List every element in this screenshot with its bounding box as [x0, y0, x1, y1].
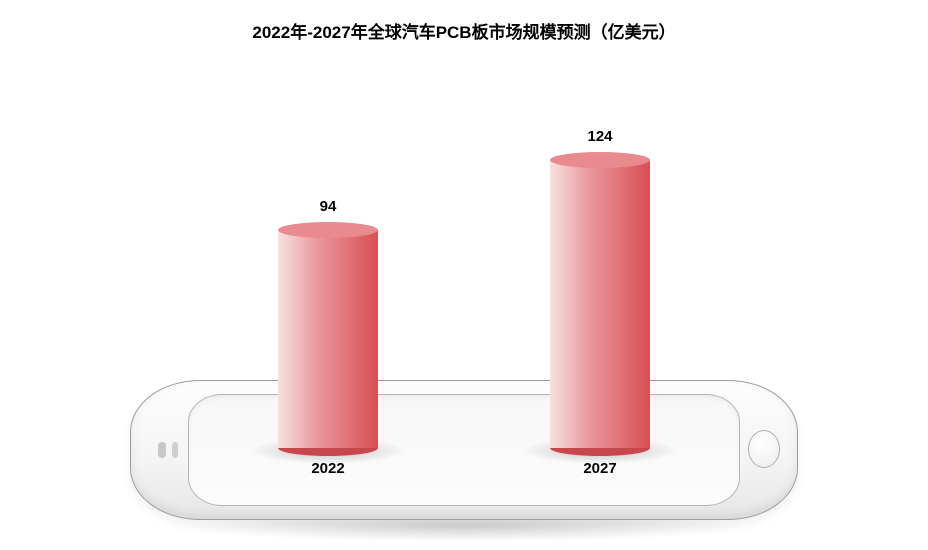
bar-body [278, 230, 378, 448]
bar-top-cap [550, 152, 650, 168]
bar-category-label: 2022 [278, 460, 378, 477]
bar-value-label: 94 [278, 198, 378, 215]
bar-category-label: 2027 [550, 460, 650, 477]
bar-value-label: 124 [550, 128, 650, 145]
chart-stage: 94 2022 124 2027 [0, 60, 928, 536]
bar-top-cap [278, 222, 378, 238]
phone-speaker [158, 442, 166, 458]
phone-home-button [748, 430, 780, 468]
bar-body [550, 160, 650, 448]
chart-title: 2022年-2027年全球汽车PCB板市场规模预测（亿美元） [0, 0, 928, 43]
phone-camera [172, 442, 178, 458]
phone-decoration [130, 380, 798, 550]
